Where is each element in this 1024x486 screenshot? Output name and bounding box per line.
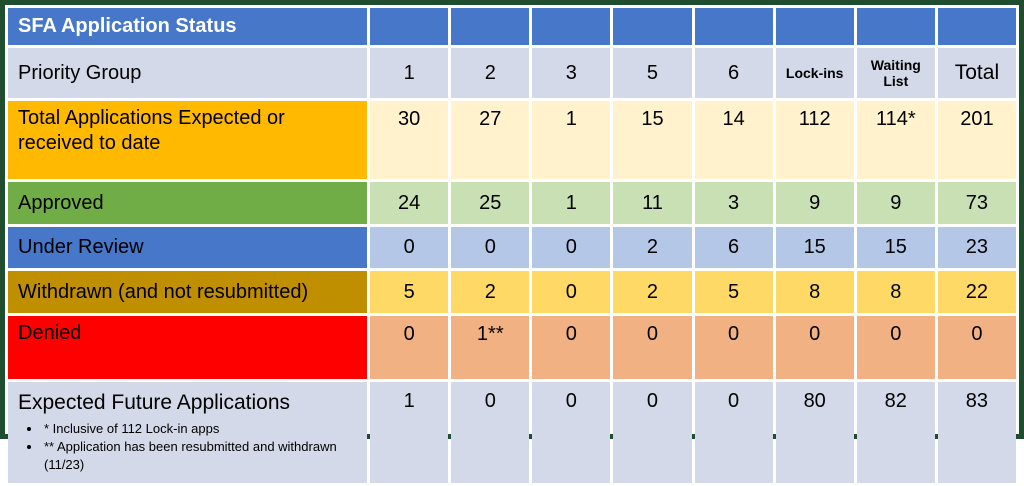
cell-denied-pg1: 0 — [370, 316, 449, 379]
cell-withdrawn-pg6: 5 — [694, 271, 773, 313]
header-spacer-cell — [451, 8, 530, 45]
cell-total-pg5: 15 — [613, 101, 692, 179]
cell-under-waiting: 15 — [856, 227, 935, 268]
cell-expected-pg1: 1 — [370, 382, 449, 483]
table-header-row: SFA Application Status — [8, 8, 1016, 45]
cell-under-pg2: 0 — [451, 227, 530, 268]
table-row-withdrawn: Withdrawn (and not resubmitted) 5 2 0 2 … — [8, 271, 1016, 313]
cell-withdrawn-total: 22 — [937, 271, 1016, 313]
cell-approved-pg5: 11 — [613, 182, 692, 224]
cell-total-pg6: 14 — [694, 101, 773, 179]
column-header-waiting-list: Waiting List — [856, 48, 935, 98]
table-row-approved: Approved 24 25 1 11 3 9 9 73 — [8, 182, 1016, 224]
row-label-withdrawn: Withdrawn (and not resubmitted) — [8, 271, 368, 313]
cell-denied-pg5: 0 — [613, 316, 692, 379]
column-header-3: 3 — [532, 48, 611, 98]
cell-withdrawn-pg2: 2 — [451, 271, 530, 313]
priority-group-label: Priority Group — [8, 48, 368, 98]
cell-approved-total: 73 — [937, 182, 1016, 224]
cell-approved-pg6: 3 — [694, 182, 773, 224]
cell-withdrawn-pg1: 5 — [370, 271, 449, 313]
cell-expected-pg5: 0 — [613, 382, 692, 483]
cell-withdrawn-pg3: 0 — [532, 271, 611, 313]
column-header-6: 6 — [694, 48, 773, 98]
column-header-5: 5 — [613, 48, 692, 98]
status-table-frame: SFA Application Status Priority Group 1 … — [0, 0, 1024, 439]
cell-expected-pg2: 0 — [451, 382, 530, 483]
cell-withdrawn-lockins: 8 — [775, 271, 854, 313]
cell-total-pg2: 27 — [451, 101, 530, 179]
table-title: SFA Application Status — [8, 8, 368, 45]
column-header-lockins: Lock-ins — [775, 48, 854, 98]
table-row-under-review: Under Review 0 0 0 2 6 15 15 23 — [8, 227, 1016, 268]
cell-under-lockins: 15 — [775, 227, 854, 268]
cell-denied-waiting: 0 — [856, 316, 935, 379]
cell-withdrawn-pg5: 2 — [613, 271, 692, 313]
header-spacer-cell — [532, 8, 611, 45]
priority-group-row: Priority Group 1 2 3 5 6 Lock-ins Waitin… — [8, 48, 1016, 98]
cell-expected-total: 83 — [937, 382, 1016, 483]
cell-under-pg1: 0 — [370, 227, 449, 268]
header-spacer-cell — [937, 8, 1016, 45]
header-spacer-cell — [694, 8, 773, 45]
row-label-denied: Denied — [8, 316, 368, 379]
footnote-resubmitted: ** Application has been resubmitted and … — [42, 438, 357, 474]
cell-denied-pg6: 0 — [694, 316, 773, 379]
expected-future-title: Expected Future Applications — [18, 391, 290, 414]
cell-under-pg3: 0 — [532, 227, 611, 268]
cell-denied-pg3: 0 — [532, 316, 611, 379]
cell-under-total: 23 — [937, 227, 1016, 268]
header-spacer-cell — [856, 8, 935, 45]
footnote-list: * Inclusive of 112 Lock-in apps ** Appli… — [18, 420, 357, 475]
cell-approved-lockins: 9 — [775, 182, 854, 224]
cell-expected-pg3: 0 — [532, 382, 611, 483]
cell-denied-total: 0 — [937, 316, 1016, 379]
header-spacer-cell — [613, 8, 692, 45]
cell-expected-waiting: 82 — [856, 382, 935, 483]
cell-approved-waiting: 9 — [856, 182, 935, 224]
header-spacer-cell — [775, 8, 854, 45]
cell-approved-pg2: 25 — [451, 182, 530, 224]
cell-total-pg1: 30 — [370, 101, 449, 179]
column-header-1: 1 — [370, 48, 449, 98]
cell-denied-pg2: 1** — [451, 316, 530, 379]
cell-under-pg6: 6 — [694, 227, 773, 268]
cell-total-pg3: 1 — [532, 101, 611, 179]
table-row-expected-future: Expected Future Applications * Inclusive… — [8, 382, 1016, 483]
table-row-denied: Denied 0 1** 0 0 0 0 0 0 — [8, 316, 1016, 379]
cell-withdrawn-waiting: 8 — [856, 271, 935, 313]
row-label-under-review: Under Review — [8, 227, 368, 268]
row-label-total-applications: Total Applications Expected or received … — [8, 101, 368, 179]
cell-denied-lockins: 0 — [775, 316, 854, 379]
column-header-total: Total — [937, 48, 1016, 98]
sfa-status-table: SFA Application Status Priority Group 1 … — [5, 5, 1019, 486]
cell-total-lockins: 112 — [775, 101, 854, 179]
cell-expected-pg6: 0 — [694, 382, 773, 483]
row-label-expected-future: Expected Future Applications * Inclusive… — [8, 382, 368, 483]
header-spacer-cell — [370, 8, 449, 45]
table-row-total-applications: Total Applications Expected or received … — [8, 101, 1016, 179]
cell-approved-pg3: 1 — [532, 182, 611, 224]
row-label-approved: Approved — [8, 182, 368, 224]
cell-approved-pg1: 24 — [370, 182, 449, 224]
cell-under-pg5: 2 — [613, 227, 692, 268]
column-header-2: 2 — [451, 48, 530, 98]
cell-total-total: 201 — [937, 101, 1016, 179]
footnote-lockin-apps: * Inclusive of 112 Lock-in apps — [42, 420, 357, 438]
cell-total-waiting: 114* — [856, 101, 935, 179]
cell-expected-lockins: 80 — [775, 382, 854, 483]
